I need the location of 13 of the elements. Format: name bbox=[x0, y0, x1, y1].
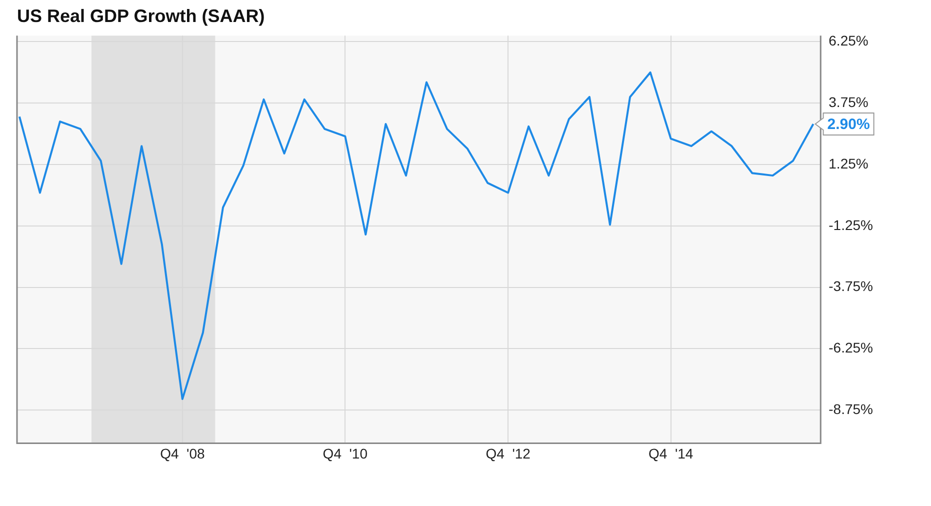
y-tick-label: -1.25% bbox=[828, 216, 873, 233]
x-tick-label: Q4 '14 bbox=[648, 445, 694, 462]
y-tick-label: 6.25% bbox=[828, 32, 868, 49]
x-tick-label: Q4 '10 bbox=[322, 445, 368, 462]
y-tick-label: -6.25% bbox=[828, 340, 873, 356]
y-tick-label: -8.75% bbox=[828, 400, 873, 417]
data-label: 2.90% bbox=[827, 116, 870, 134]
x-tick-label: Q4 '08 bbox=[160, 445, 205, 462]
x-tick-label: Q4 '12 bbox=[486, 445, 531, 462]
y-tick-label: 1.25% bbox=[828, 155, 868, 172]
y-tick-label: -3.75% bbox=[828, 278, 873, 294]
chart-title: US Real GDP Growth (SAAR) bbox=[17, 6, 265, 26]
y-tick-label: 3.75% bbox=[828, 94, 868, 110]
